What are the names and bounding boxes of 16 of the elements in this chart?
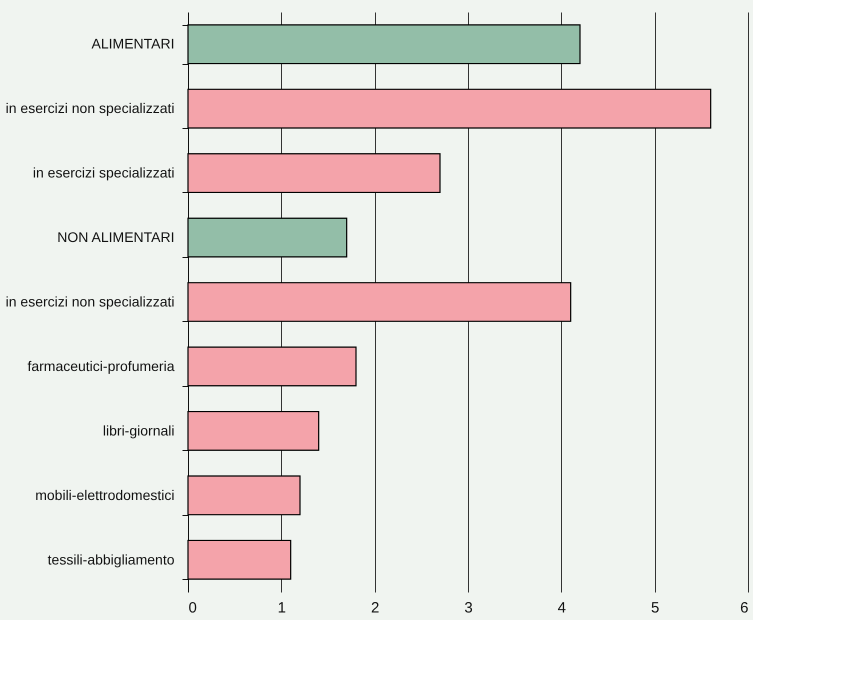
y-tick-label: farmaceutici-profumeria (27, 358, 175, 374)
x-tick-label: 3 (464, 600, 473, 616)
y-tick-label: in esercizi non specializzati (6, 100, 174, 116)
x-tick-label: 0 (188, 600, 197, 616)
y-tick-label: in esercizi non specializzati (6, 294, 174, 310)
y-tick-label: NON ALIMENTARI (57, 229, 174, 246)
x-tick-label: 1 (278, 600, 286, 616)
y-tick-label: in esercizi specializzati (32, 164, 174, 181)
y-tick-label: libri-giornali (102, 422, 174, 438)
x-tick-label: 4 (558, 600, 566, 616)
x-tick-label: 5 (650, 600, 660, 616)
y-tick-label: ALIMENTARI (92, 36, 174, 52)
y-tick-label: mobili-elettrodomestici (35, 486, 174, 503)
y-tick-label: tessili-abbigliamento (48, 551, 175, 568)
x-tick-label: 6 (740, 600, 748, 616)
x-tick-label: 2 (370, 600, 380, 616)
